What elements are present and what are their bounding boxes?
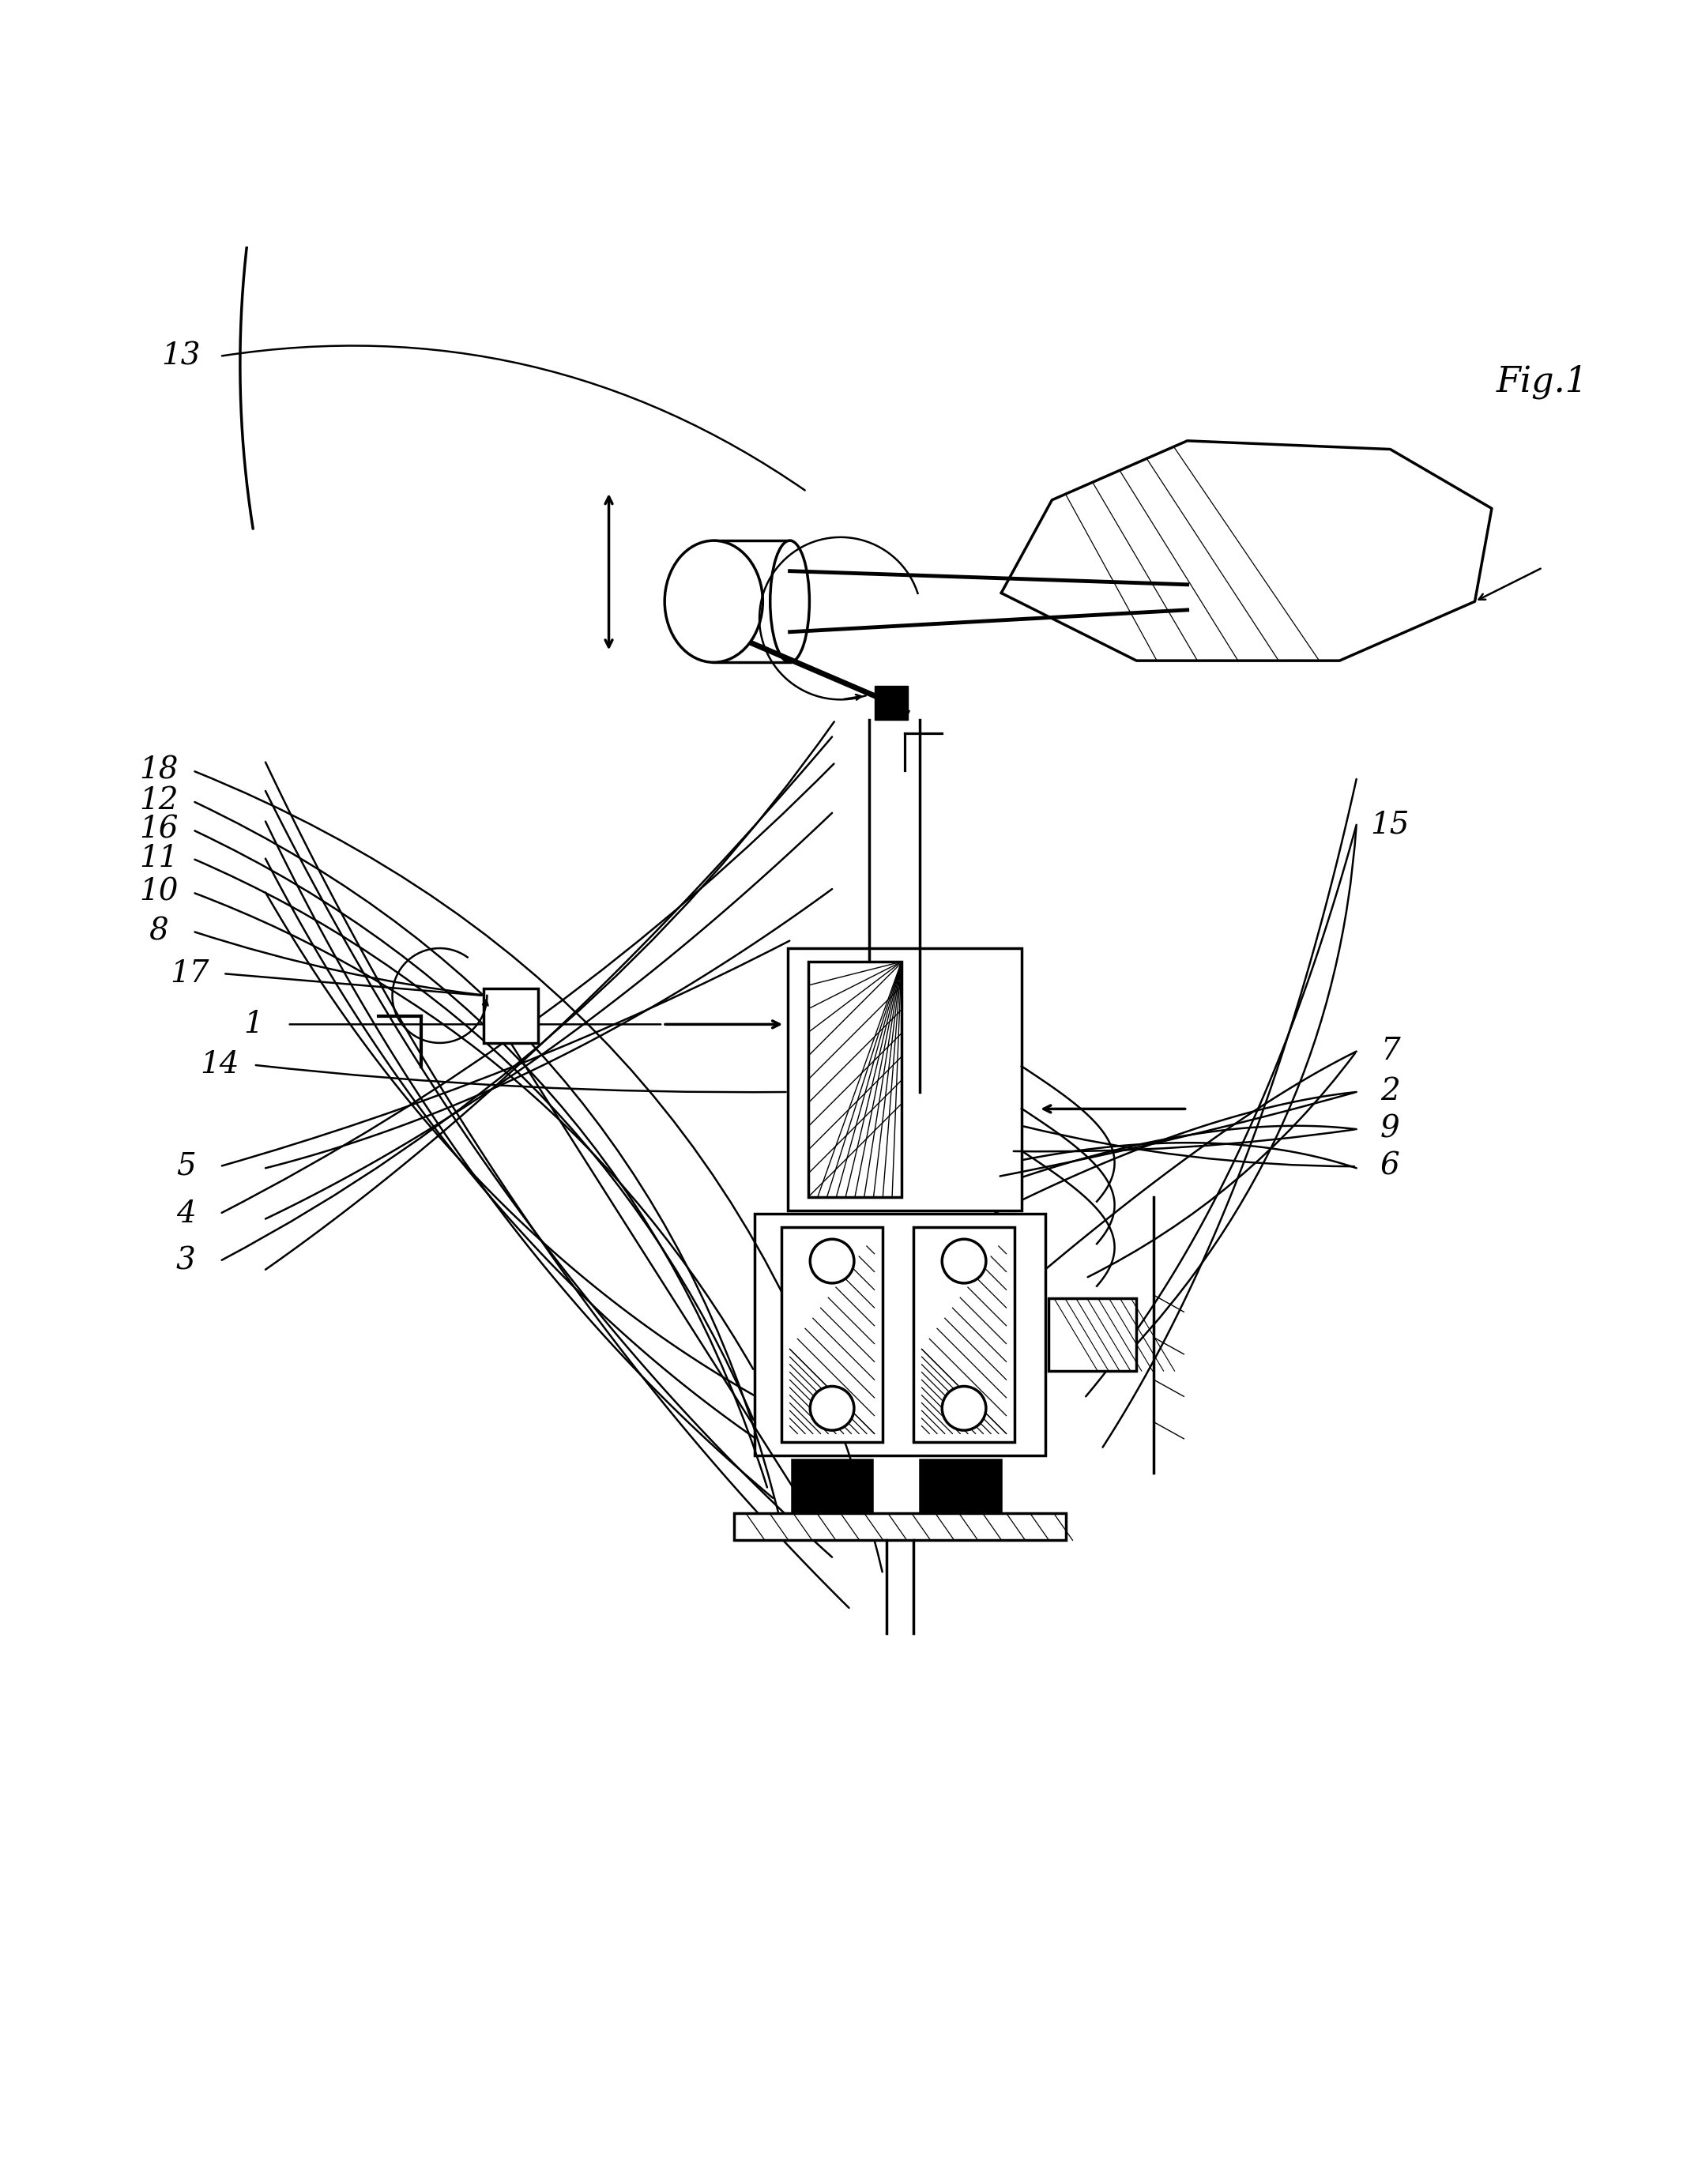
Ellipse shape [664,542,762,662]
Text: 7: 7 [1380,1037,1401,1066]
Bar [781,1227,883,1441]
Text: 1: 1 [245,1009,263,1040]
Text: 3: 3 [177,1247,195,1275]
Bar [1049,1299,1136,1372]
Ellipse shape [771,542,810,662]
Bar [734,1514,1066,1540]
Text: 9: 9 [1380,1114,1401,1144]
Text: 11: 11 [139,843,178,874]
Text: 6: 6 [1380,1151,1401,1182]
Text: 2: 2 [1380,1077,1401,1107]
Text: 12: 12 [139,786,178,815]
Bar [791,1459,873,1520]
Bar [920,1459,1002,1520]
Text: 14: 14 [200,1051,239,1079]
Text: 13: 13 [161,341,200,371]
Text: 16: 16 [139,815,178,845]
Bar [484,989,538,1044]
Bar [914,1227,1015,1441]
Text: 8: 8 [149,917,168,946]
Circle shape [810,1238,854,1284]
Bar [874,686,908,721]
Text: Fig.1: Fig.1 [1496,365,1588,400]
Bar [754,1214,1046,1457]
Text: 4: 4 [177,1199,195,1227]
Circle shape [810,1387,854,1431]
Text: 15: 15 [1370,810,1409,839]
Circle shape [942,1238,987,1284]
Text: 10: 10 [139,878,178,906]
Bar [808,961,902,1197]
Text: 18: 18 [139,756,178,786]
Text: 5: 5 [177,1151,195,1182]
Text: 17: 17 [170,959,209,987]
Circle shape [942,1387,987,1431]
Bar [788,948,1022,1210]
